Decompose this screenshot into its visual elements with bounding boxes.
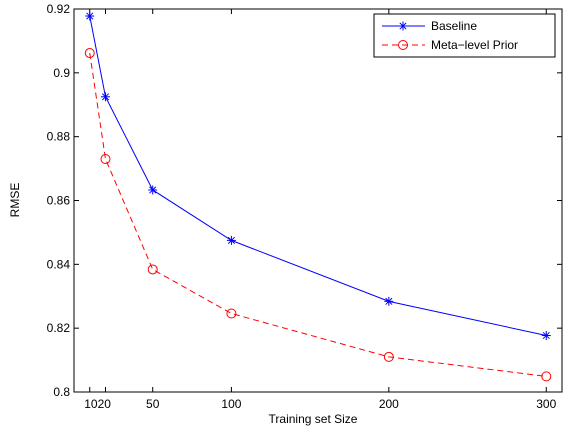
legend-box (373, 13, 556, 58)
legend-star-marker (398, 21, 408, 31)
data-point-star (148, 185, 158, 195)
data-point-star (226, 235, 236, 245)
x-tick-label: 200 (379, 397, 399, 411)
legend-circle-marker (398, 40, 408, 50)
x-tick-label: 300 (536, 397, 556, 411)
y-tick-label: 0.86 (47, 194, 71, 208)
data-point-circle (100, 154, 111, 165)
y-axis-ticks: 0.8 0.82 0.84 0.86 0.88 0.9 0.92 (47, 2, 562, 399)
x-tick-label: 100 (221, 397, 241, 411)
legend-label-meta-level-prior: Meta−level Prior (431, 38, 518, 52)
y-tick-label: 0.8 (53, 385, 70, 399)
x-axis-ticks: 1020 50 100 200 300 (84, 9, 557, 411)
series-layer (84, 11, 552, 382)
data-point-circle (226, 308, 237, 319)
data-point-star (85, 11, 95, 21)
data-point-circle (383, 351, 394, 362)
plot-area (73, 8, 563, 393)
series-meta-level-prior (84, 48, 552, 382)
y-tick-label: 0.88 (47, 130, 71, 144)
data-point-star (541, 331, 551, 341)
data-point-circle (541, 371, 552, 382)
x-tick-label: 1020 (84, 397, 111, 411)
series-baseline (85, 11, 551, 341)
legend-swatches (382, 21, 425, 50)
y-tick-label: 0.84 (47, 257, 71, 271)
y-tick-label: 0.82 (47, 321, 71, 335)
x-axis-label: Training set Size (269, 412, 358, 426)
y-axis-label: RMSE (8, 183, 22, 218)
legend-label-baseline: Baseline (431, 19, 477, 33)
series-line (89, 15, 547, 336)
series-line (89, 52, 547, 377)
data-point-circle (147, 264, 158, 275)
data-point-star (384, 296, 394, 306)
x-tick-label: 50 (146, 397, 160, 411)
y-tick-label: 0.92 (47, 2, 71, 16)
data-point-circle (84, 48, 95, 59)
data-point-star (100, 92, 110, 102)
y-tick-label: 0.9 (53, 66, 70, 80)
legend: Baseline Meta−level Prior (373, 13, 556, 58)
